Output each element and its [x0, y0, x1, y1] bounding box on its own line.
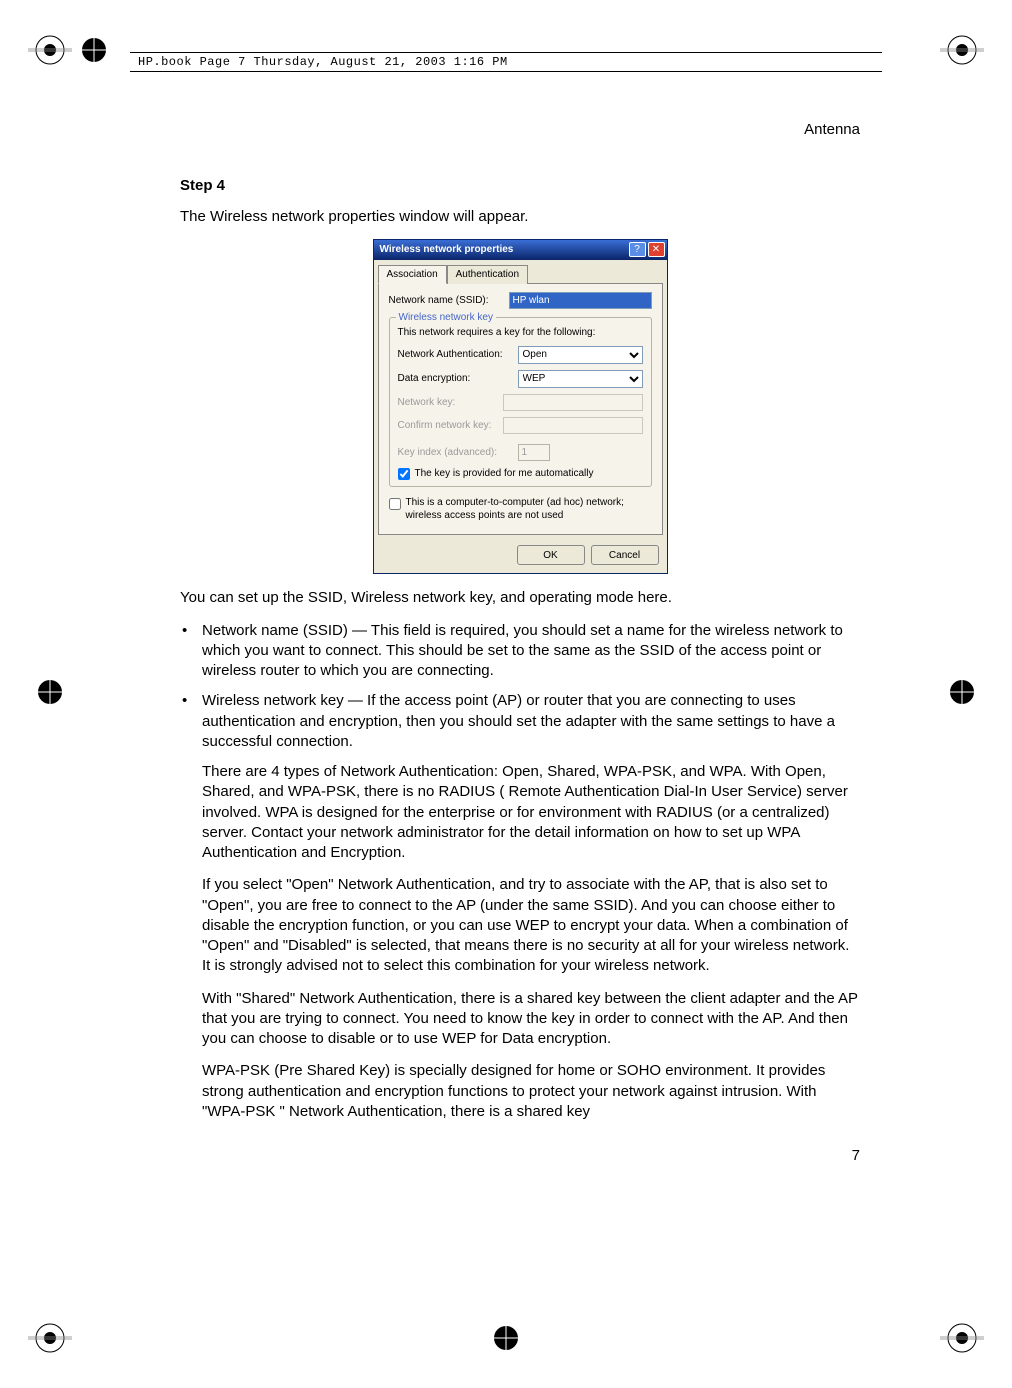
fieldset-legend: Wireless network key [396, 311, 496, 325]
crop-mark-bottom-left [28, 1316, 72, 1360]
page-number: 7 [180, 1146, 860, 1166]
tab-association[interactable]: Association [378, 265, 447, 285]
ssid-input[interactable] [509, 292, 652, 309]
bullet-ssid: Network name (SSID) — This field is requ… [180, 621, 860, 682]
help-button[interactable]: ? [629, 242, 646, 257]
page-content: Antenna Step 4 The Wireless network prop… [180, 120, 860, 1162]
para-auth-types: There are 4 types of Network Authenticat… [180, 762, 860, 863]
crop-mark-mid-left [28, 670, 72, 714]
key-input [503, 394, 643, 411]
enc-label: Data encryption: [398, 372, 518, 386]
crop-mark-top-right [940, 28, 984, 72]
auto-key-checkbox[interactable] [398, 468, 410, 480]
adhoc-label: This is a computer-to-computer (ad hoc) … [406, 497, 652, 522]
fieldset-note: This network requires a key for the foll… [398, 326, 643, 340]
ok-button[interactable]: OK [517, 545, 585, 565]
dialog-titlebar: Wireless network properties ? ✕ [374, 240, 667, 260]
file-header-text: HP.book Page 7 Thursday, August 21, 2003… [138, 55, 508, 69]
enc-select[interactable]: WEP [518, 370, 643, 388]
after-dialog-text: You can set up the SSID, Wireless networ… [180, 588, 860, 608]
step-heading: Step 4 [180, 176, 860, 196]
file-header-bar: HP.book Page 7 Thursday, August 21, 2003… [130, 52, 882, 72]
auth-select[interactable]: Open [518, 346, 643, 364]
bullet-wireless-key: Wireless network key — If the access poi… [180, 691, 860, 752]
tab-row: Association Authentication [374, 260, 667, 284]
confirm-key-input [503, 417, 643, 434]
crop-mark-mid-right [940, 670, 984, 714]
para-wpapsk-auth: WPA-PSK (Pre Shared Key) is specially de… [180, 1061, 860, 1122]
confirm-key-label: Confirm network key: [398, 419, 503, 433]
tab-authentication[interactable]: Authentication [447, 265, 528, 285]
wireless-key-fieldset: Wireless network key This network requir… [389, 317, 652, 487]
crop-mark-mid-bottom [484, 1316, 528, 1360]
crop-mark-mid-top [72, 28, 116, 72]
para-shared-auth: With "Shared" Network Authentication, th… [180, 989, 860, 1050]
dialog-screenshot: Wireless network properties ? ✕ Associat… [180, 239, 860, 575]
wireless-properties-dialog: Wireless network properties ? ✕ Associat… [373, 239, 668, 575]
para-open-auth: If you select "Open" Network Authenticat… [180, 875, 860, 976]
adhoc-checkbox[interactable] [389, 498, 401, 510]
dialog-title: Wireless network properties [380, 243, 514, 257]
section-title: Antenna [180, 120, 860, 140]
ssid-label: Network name (SSID): [389, 294, 509, 308]
close-button[interactable]: ✕ [648, 242, 665, 257]
auto-key-label: The key is provided for me automatically [415, 467, 594, 481]
key-label: Network key: [398, 396, 503, 410]
key-index-label: Key index (advanced): [398, 446, 518, 460]
crop-mark-bottom-right [940, 1316, 984, 1360]
cancel-button[interactable]: Cancel [591, 545, 659, 565]
intro-line: The Wireless network properties window w… [180, 207, 860, 227]
key-index-spinner [518, 444, 550, 461]
tab-panel: Network name (SSID): Wireless network ke… [378, 283, 663, 535]
auth-label: Network Authentication: [398, 348, 518, 362]
crop-mark-top-left [28, 28, 72, 72]
